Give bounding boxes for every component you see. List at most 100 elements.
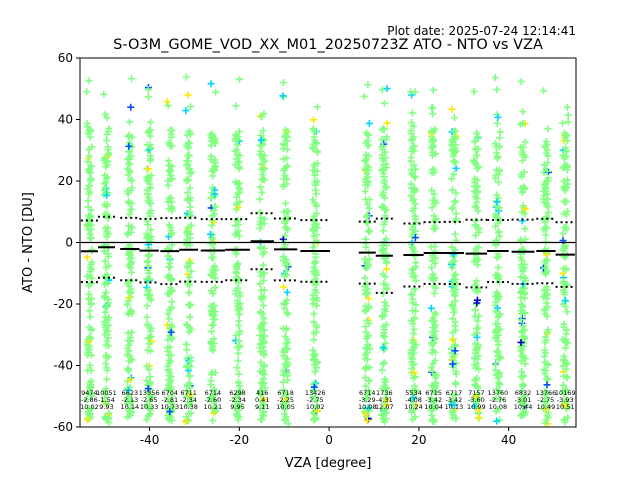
bin-std-label: 9.93 (99, 403, 113, 411)
data-point (186, 313, 194, 321)
data-point (260, 248, 268, 256)
data-point (86, 410, 94, 418)
bin-count-label: 6704 (162, 389, 179, 397)
data-point (451, 257, 459, 265)
data-point (411, 174, 419, 182)
data-point (105, 342, 113, 350)
data-point (146, 141, 154, 149)
data-point (428, 341, 436, 349)
data-point (104, 331, 112, 339)
data-point (473, 165, 481, 173)
bin-std-label: 10.08 (489, 403, 508, 411)
data-point (260, 277, 268, 285)
bin-points (123, 75, 136, 421)
data-point (541, 370, 549, 378)
data-point (186, 184, 194, 192)
data-point (83, 253, 91, 261)
data-point (496, 232, 504, 240)
data-point (311, 286, 319, 294)
data-point (543, 167, 551, 175)
bin-count-label: 6718 (277, 389, 294, 397)
data-point (310, 259, 318, 267)
data-point (256, 195, 264, 203)
data-point (543, 396, 551, 404)
data-point (209, 321, 217, 329)
data-point (560, 182, 568, 190)
data-point (182, 418, 190, 426)
data-point (143, 176, 151, 184)
data-point (492, 240, 500, 248)
data-point (126, 376, 134, 384)
data-point (379, 125, 387, 133)
data-point (412, 263, 420, 271)
data-point (182, 107, 190, 115)
data-point (102, 278, 110, 286)
data-point (85, 146, 93, 154)
data-point (281, 171, 289, 179)
data-point (101, 110, 109, 118)
data-point (519, 183, 527, 191)
data-point (364, 137, 372, 145)
data-point (449, 329, 457, 337)
bin-points (491, 74, 504, 425)
data-point (411, 212, 419, 220)
data-point (207, 80, 215, 88)
data-point (123, 165, 131, 173)
data-point (450, 114, 458, 122)
data-point (431, 196, 439, 204)
data-point (450, 401, 458, 409)
bin-mean-label: -4.08 (405, 396, 422, 404)
bin-count-label: 6623 (122, 389, 139, 397)
data-point (103, 271, 111, 279)
data-point (451, 347, 459, 355)
data-point (87, 174, 95, 182)
data-point (185, 410, 193, 418)
data-point (183, 321, 191, 329)
data-point (259, 301, 267, 309)
data-point (186, 203, 194, 211)
data-point (518, 173, 526, 181)
data-point (207, 142, 215, 150)
bin-count-label: 6714 (359, 389, 376, 397)
data-point (148, 171, 156, 179)
data-point (87, 299, 95, 307)
data-point (363, 170, 371, 178)
data-point (280, 416, 288, 424)
data-point (261, 384, 269, 392)
data-point (211, 202, 219, 210)
data-point (258, 390, 266, 398)
data-point (471, 355, 479, 363)
x-axis-label: VZA [degree] (285, 456, 372, 471)
data-point (284, 261, 292, 269)
data-point (124, 365, 132, 373)
data-point (560, 264, 568, 272)
data-point (310, 336, 318, 344)
data-point (471, 306, 479, 314)
data-point (472, 217, 480, 225)
data-point (361, 255, 369, 263)
data-point (560, 163, 568, 171)
data-point (313, 177, 321, 185)
data-point (470, 156, 478, 164)
data-point (210, 206, 218, 214)
data-point (493, 191, 501, 199)
data-point (313, 224, 321, 232)
data-point (143, 416, 151, 424)
data-point (232, 102, 240, 110)
data-point (283, 216, 291, 224)
data-point (492, 407, 500, 415)
data-point (360, 92, 368, 100)
data-point (127, 103, 135, 111)
data-point (256, 150, 264, 158)
data-point (408, 119, 416, 127)
data-point (471, 402, 479, 410)
data-point (473, 333, 481, 341)
data-point (144, 221, 152, 229)
data-point (432, 374, 440, 382)
data-point (103, 137, 111, 145)
data-point (231, 394, 239, 402)
data-point (105, 419, 113, 427)
data-point (362, 235, 370, 243)
data-point (432, 311, 440, 319)
data-point (383, 285, 391, 293)
